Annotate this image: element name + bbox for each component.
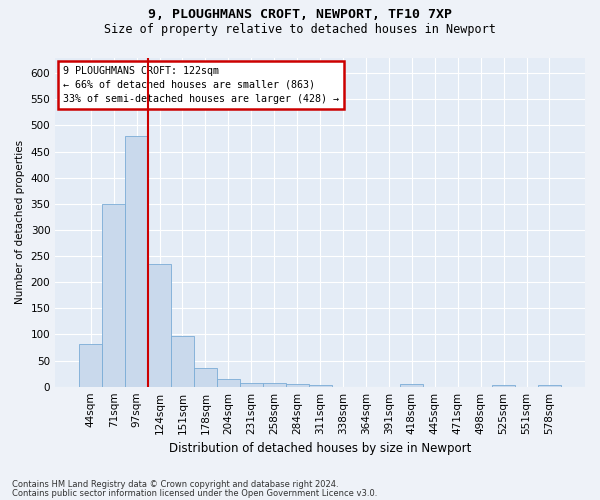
Bar [79,344,102,387]
Bar [308,385,332,386]
Bar [125,136,148,386]
Text: Contains public sector information licensed under the Open Government Licence v3: Contains public sector information licen… [12,488,377,498]
Bar [171,336,194,386]
Text: 9, PLOUGHMANS CROFT, NEWPORT, TF10 7XP: 9, PLOUGHMANS CROFT, NEWPORT, TF10 7XP [148,8,452,20]
Bar [263,382,286,386]
Bar [217,379,240,386]
Bar [240,382,263,386]
Text: 9 PLOUGHMANS CROFT: 122sqm
← 66% of detached houses are smaller (863)
33% of sem: 9 PLOUGHMANS CROFT: 122sqm ← 66% of deta… [63,66,339,104]
Bar [400,384,423,386]
Bar [492,385,515,386]
Text: Size of property relative to detached houses in Newport: Size of property relative to detached ho… [104,22,496,36]
Bar [286,384,308,386]
X-axis label: Distribution of detached houses by size in Newport: Distribution of detached houses by size … [169,442,471,455]
Bar [538,385,561,386]
Bar [102,204,125,386]
Bar [148,264,171,386]
Text: Contains HM Land Registry data © Crown copyright and database right 2024.: Contains HM Land Registry data © Crown c… [12,480,338,489]
Bar [194,368,217,386]
Y-axis label: Number of detached properties: Number of detached properties [15,140,25,304]
